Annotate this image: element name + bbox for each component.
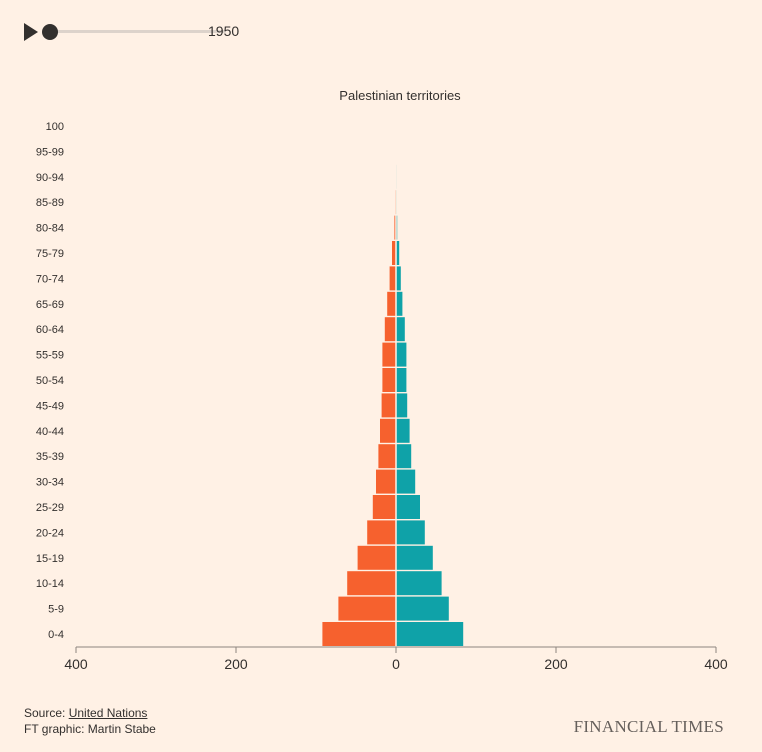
bar-left xyxy=(380,418,396,443)
year-slider-track[interactable] xyxy=(50,30,226,33)
bar-right xyxy=(396,317,405,342)
ft-logo: FINANCIAL TIMES xyxy=(573,717,724,736)
bar-left xyxy=(394,215,396,240)
y-tick-label: 35-39 xyxy=(36,451,64,463)
y-tick-label: 5-9 xyxy=(48,604,64,616)
bar-right xyxy=(396,596,449,621)
bar-left xyxy=(367,520,396,545)
bar-right xyxy=(396,342,407,367)
y-axis-labels: 0-4 5-9 10-14 15-19 20-24 25-29 30-34 35-39 40-4… xyxy=(36,121,64,641)
y-tick-label: 85-89 xyxy=(36,197,64,209)
y-tick-label: 10-14 xyxy=(36,578,64,590)
bar-left xyxy=(378,444,396,469)
y-tick-label: 30-34 xyxy=(36,477,64,489)
bar-right xyxy=(396,418,410,443)
x-axis: 400 200 0 200 400 xyxy=(64,646,728,672)
y-tick-label: 20-24 xyxy=(36,527,64,539)
bar-right xyxy=(396,571,442,596)
x-tick-label: 400 xyxy=(64,656,88,672)
y-tick-label: 75-79 xyxy=(36,248,64,260)
y-tick-label: 40-44 xyxy=(36,426,64,438)
y-tick-label: 25-29 xyxy=(36,502,64,514)
bar-left xyxy=(347,571,396,596)
chart-title: Palestinian territories xyxy=(339,88,461,103)
bar-left xyxy=(357,545,396,570)
bar-left xyxy=(382,342,396,367)
source-link[interactable]: United Nations xyxy=(68,706,148,720)
y-tick-label: 90-94 xyxy=(36,172,64,184)
x-tick-label: 200 xyxy=(544,656,568,672)
graphic-credit: FT graphic: Martin Stabe xyxy=(24,722,156,736)
bar-left xyxy=(376,469,396,494)
source-line: Source: United Nations xyxy=(24,705,156,721)
x-tick-label: 0 xyxy=(392,656,400,672)
bar-right xyxy=(396,368,407,392)
y-tick-label: 60-64 xyxy=(36,324,64,336)
y-tick-label: 65-69 xyxy=(36,299,64,311)
bar-left xyxy=(392,241,396,265)
bar-left xyxy=(382,368,396,392)
play-button[interactable] xyxy=(24,23,38,41)
bar-left xyxy=(384,317,396,342)
y-tick-label: 70-74 xyxy=(36,273,64,285)
bar-right xyxy=(396,622,464,646)
y-tick-label: 55-59 xyxy=(36,350,64,362)
year-label: 1950 xyxy=(208,23,240,39)
bar-right xyxy=(396,520,425,545)
bar-left xyxy=(381,393,396,418)
y-tick-label: 0-4 xyxy=(48,629,64,641)
bar-left xyxy=(322,622,396,646)
bar-right xyxy=(396,266,401,291)
bar-right xyxy=(396,393,408,418)
bars-group xyxy=(322,160,464,647)
x-tick-label: 400 xyxy=(704,656,728,672)
y-tick-label: 15-19 xyxy=(36,553,64,565)
bar-right xyxy=(396,495,420,519)
x-tick-label: 200 xyxy=(224,656,248,672)
bar-right xyxy=(396,469,416,494)
bar-right xyxy=(396,241,400,265)
bar-left xyxy=(387,291,396,316)
bar-left xyxy=(389,266,396,291)
bar-right xyxy=(396,291,403,316)
bar-right xyxy=(396,444,412,469)
y-tick-label: 100 xyxy=(46,121,64,133)
bar-left xyxy=(372,495,396,519)
population-pyramid-chart: Palestinian territories 0-4 5-9 10-14 15-19… xyxy=(36,88,728,672)
bar-right xyxy=(396,545,433,570)
y-tick-label: 45-49 xyxy=(36,400,64,412)
bar-left xyxy=(338,596,396,621)
source-prefix: Source: xyxy=(24,706,69,720)
footer: Source: United Nations FT graphic: Marti… xyxy=(24,705,156,737)
y-tick-label: 95-99 xyxy=(36,146,64,158)
play-icon xyxy=(24,23,38,41)
animation-controls: 1950 xyxy=(24,20,284,44)
y-tick-label: 50-54 xyxy=(36,375,64,387)
y-tick-label: 80-84 xyxy=(36,223,64,235)
year-slider-thumb[interactable] xyxy=(42,24,58,40)
